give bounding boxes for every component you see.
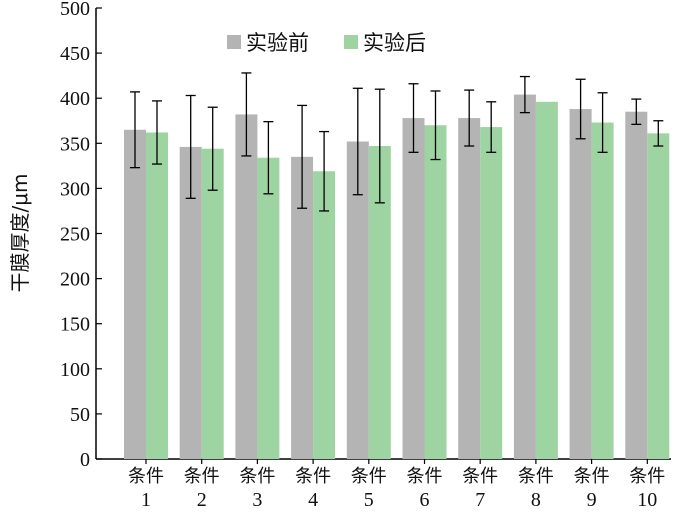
bar: [291, 156, 314, 459]
y-tick-label: 50: [70, 404, 90, 426]
bar: [346, 141, 369, 459]
legend-label-before: 实验前: [246, 31, 309, 55]
legend-swatch-after: [344, 35, 358, 49]
bar: [513, 94, 536, 459]
y-tick-label: 200: [60, 269, 90, 291]
x-tick-label: 条件: [351, 466, 387, 487]
y-tick-label: 100: [60, 359, 90, 381]
bar: [146, 132, 168, 459]
error-bars: [130, 72, 664, 212]
bar: [424, 125, 447, 459]
x-tick-label: 条件: [239, 466, 275, 487]
x-tick-number: 4: [308, 489, 318, 511]
x-tick-number: 5: [364, 489, 374, 511]
bar: [480, 127, 503, 460]
x-tick-label: 条件: [629, 466, 665, 487]
y-axis-label: 干膜厚度/μm: [8, 174, 32, 293]
x-tick-label: 条件: [295, 466, 331, 487]
bar: [535, 101, 558, 460]
legend-label-after: 实验后: [363, 31, 426, 55]
bar: [179, 146, 202, 459]
x-tick-label: 条件: [462, 466, 498, 487]
y-tick-label: 0: [80, 449, 90, 471]
x-tick-number: 9: [587, 489, 597, 511]
bar: [458, 118, 481, 459]
x-tick-number: 1: [141, 489, 151, 511]
y-tick-label: 350: [60, 133, 90, 155]
y-tick-label: 250: [60, 224, 90, 246]
y-tick-label: 450: [60, 43, 90, 65]
x-tick-label: 条件: [574, 466, 610, 487]
legend: 实验前 实验后: [227, 31, 426, 55]
x-tick-number: 6: [420, 489, 430, 511]
x-tick-label: 条件: [407, 466, 443, 487]
bar: [257, 157, 280, 459]
bar: [201, 148, 224, 459]
y-tick-label: 400: [60, 88, 90, 110]
y-tick-label: 150: [60, 314, 90, 336]
x-tick-number: 3: [252, 489, 262, 511]
y-tick-label: 300: [60, 178, 90, 200]
bar: [124, 129, 146, 459]
x-tick-number: 2: [197, 489, 207, 511]
legend-swatch-before: [227, 35, 241, 49]
y-tick-label: 500: [60, 0, 90, 20]
x-tick-number: 10: [637, 489, 657, 511]
bar: [625, 111, 648, 459]
x-tick-number: 7: [475, 489, 485, 511]
axes: 050100150200250300350400450500条件1条件2条件3条…: [60, 0, 671, 511]
bar: [313, 171, 336, 459]
bar: [368, 146, 391, 460]
x-tick-label: 条件: [128, 466, 164, 487]
bar: [591, 122, 614, 459]
bar: [569, 109, 592, 460]
bar: [402, 118, 425, 459]
bars: [124, 94, 670, 460]
x-tick-label: 条件: [518, 466, 554, 487]
bar: [647, 133, 670, 460]
x-tick-number: 8: [531, 489, 541, 511]
bar: [235, 114, 258, 459]
x-tick-label: 条件: [184, 466, 220, 487]
